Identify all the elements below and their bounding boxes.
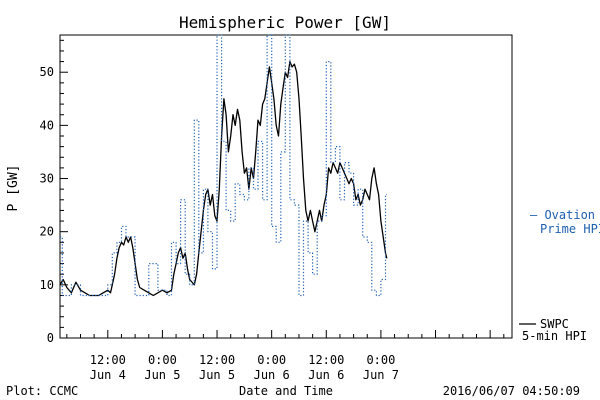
legend-ovation-line1: — Ovation	[530, 208, 595, 222]
y-axis: 0 10 20 30 40 50	[40, 39, 68, 345]
x-tick-label-time: 0:00	[148, 353, 177, 367]
y-tick-label: 0	[47, 331, 54, 345]
y-tick-label: 40	[40, 118, 54, 132]
chart-title: Hemispheric Power [GW]	[179, 13, 391, 32]
series-ovation-line	[60, 34, 387, 297]
x-tick-label-time: 0:00	[366, 353, 395, 367]
footer-timestamp: 2016/06/07 04:50:09	[443, 384, 580, 398]
y-tick-label: 10	[40, 278, 54, 292]
x-tick-label-time: 12:00	[90, 353, 126, 367]
x-tick-label-date: Jun 5	[144, 368, 180, 382]
y-tick-label: 30	[40, 172, 54, 186]
legend-swpc-line1: SWPC	[540, 317, 569, 331]
footer-plot-credit: Plot: CCMC	[6, 384, 78, 398]
x-tick-label-date: Jun 7	[363, 368, 399, 382]
legend-ovation-line2: Prime HPI	[540, 222, 600, 236]
y-tick-label: 50	[40, 65, 54, 79]
series-layer	[59, 34, 388, 297]
series-swpc-line	[59, 60, 388, 297]
x-tick-label-time: 0:00	[257, 353, 286, 367]
x-tick-label-date: Jun 6	[308, 368, 344, 382]
y-tick-label: 20	[40, 225, 54, 239]
x-tick-label-date: Jun 5	[199, 368, 235, 382]
x-tick-label-date: Jun 6	[254, 368, 290, 382]
x-tick-label-date: Jun 4	[90, 368, 126, 382]
plot-frame	[59, 34, 513, 339]
x-tick-label-time: 12:00	[308, 353, 344, 367]
x-tick-label-time: 12:00	[199, 353, 235, 367]
y-axis-label: P [GW]	[6, 165, 21, 212]
legend-swpc-line2: 5-min HPI	[522, 329, 587, 343]
footer-axis-caption: Date and Time	[239, 384, 333, 398]
legend: — Ovation Prime HPI SWPC 5-min HPI	[519, 208, 600, 343]
